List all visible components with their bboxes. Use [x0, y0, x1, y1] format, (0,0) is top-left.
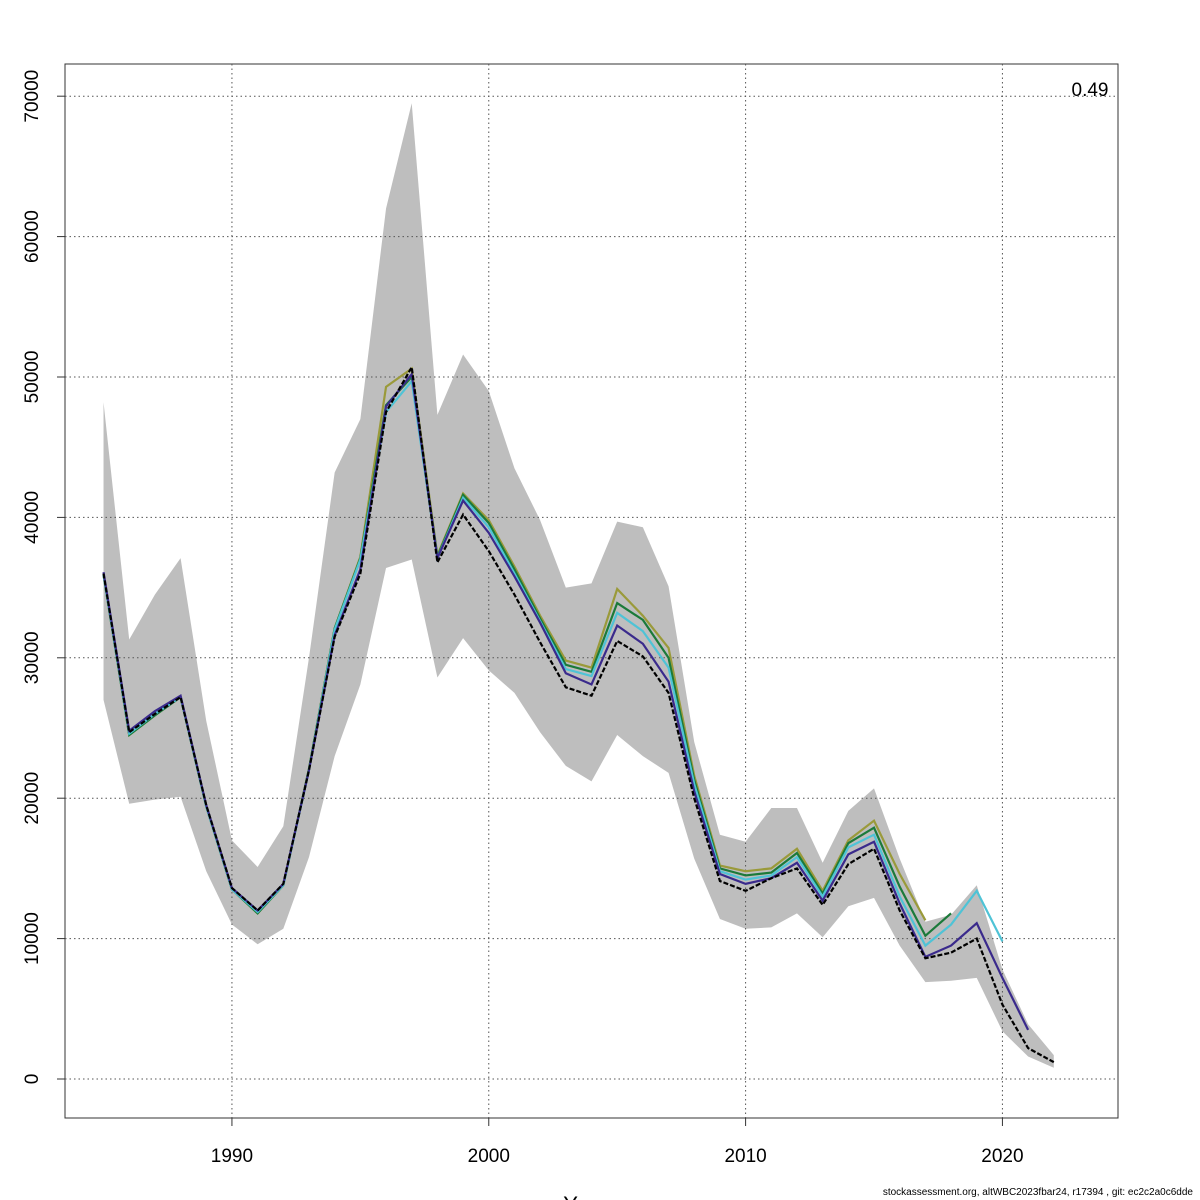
y-tick-label: 50000 — [22, 351, 43, 404]
series-line — [102, 363, 1055, 1064]
series-line — [102, 371, 1030, 1031]
plot-frame — [64, 63, 1119, 1119]
y-tick-label: 0 — [22, 1074, 43, 1085]
annotation: 0.49 — [1072, 80, 1109, 101]
y-tick-label: 60000 — [22, 210, 43, 263]
x-tick-label: 2000 — [468, 1146, 510, 1167]
x-tick-label: 2020 — [981, 1146, 1023, 1167]
y-tick-label: 20000 — [22, 772, 43, 825]
confidence-band — [103, 103, 1054, 1068]
y-tick-label: 10000 — [22, 912, 43, 965]
x-tick-label: 2010 — [724, 1146, 766, 1167]
y-tick-label: 40000 — [22, 491, 43, 544]
y-tick-label: 70000 — [22, 70, 43, 123]
x-axis-label: Years — [563, 1192, 618, 1200]
footer: stockassessment.org, altWBC2023fbar24, r… — [883, 1187, 1194, 1198]
y-tick-label: 30000 — [22, 631, 43, 684]
x-tick-label: 1990 — [211, 1146, 253, 1167]
